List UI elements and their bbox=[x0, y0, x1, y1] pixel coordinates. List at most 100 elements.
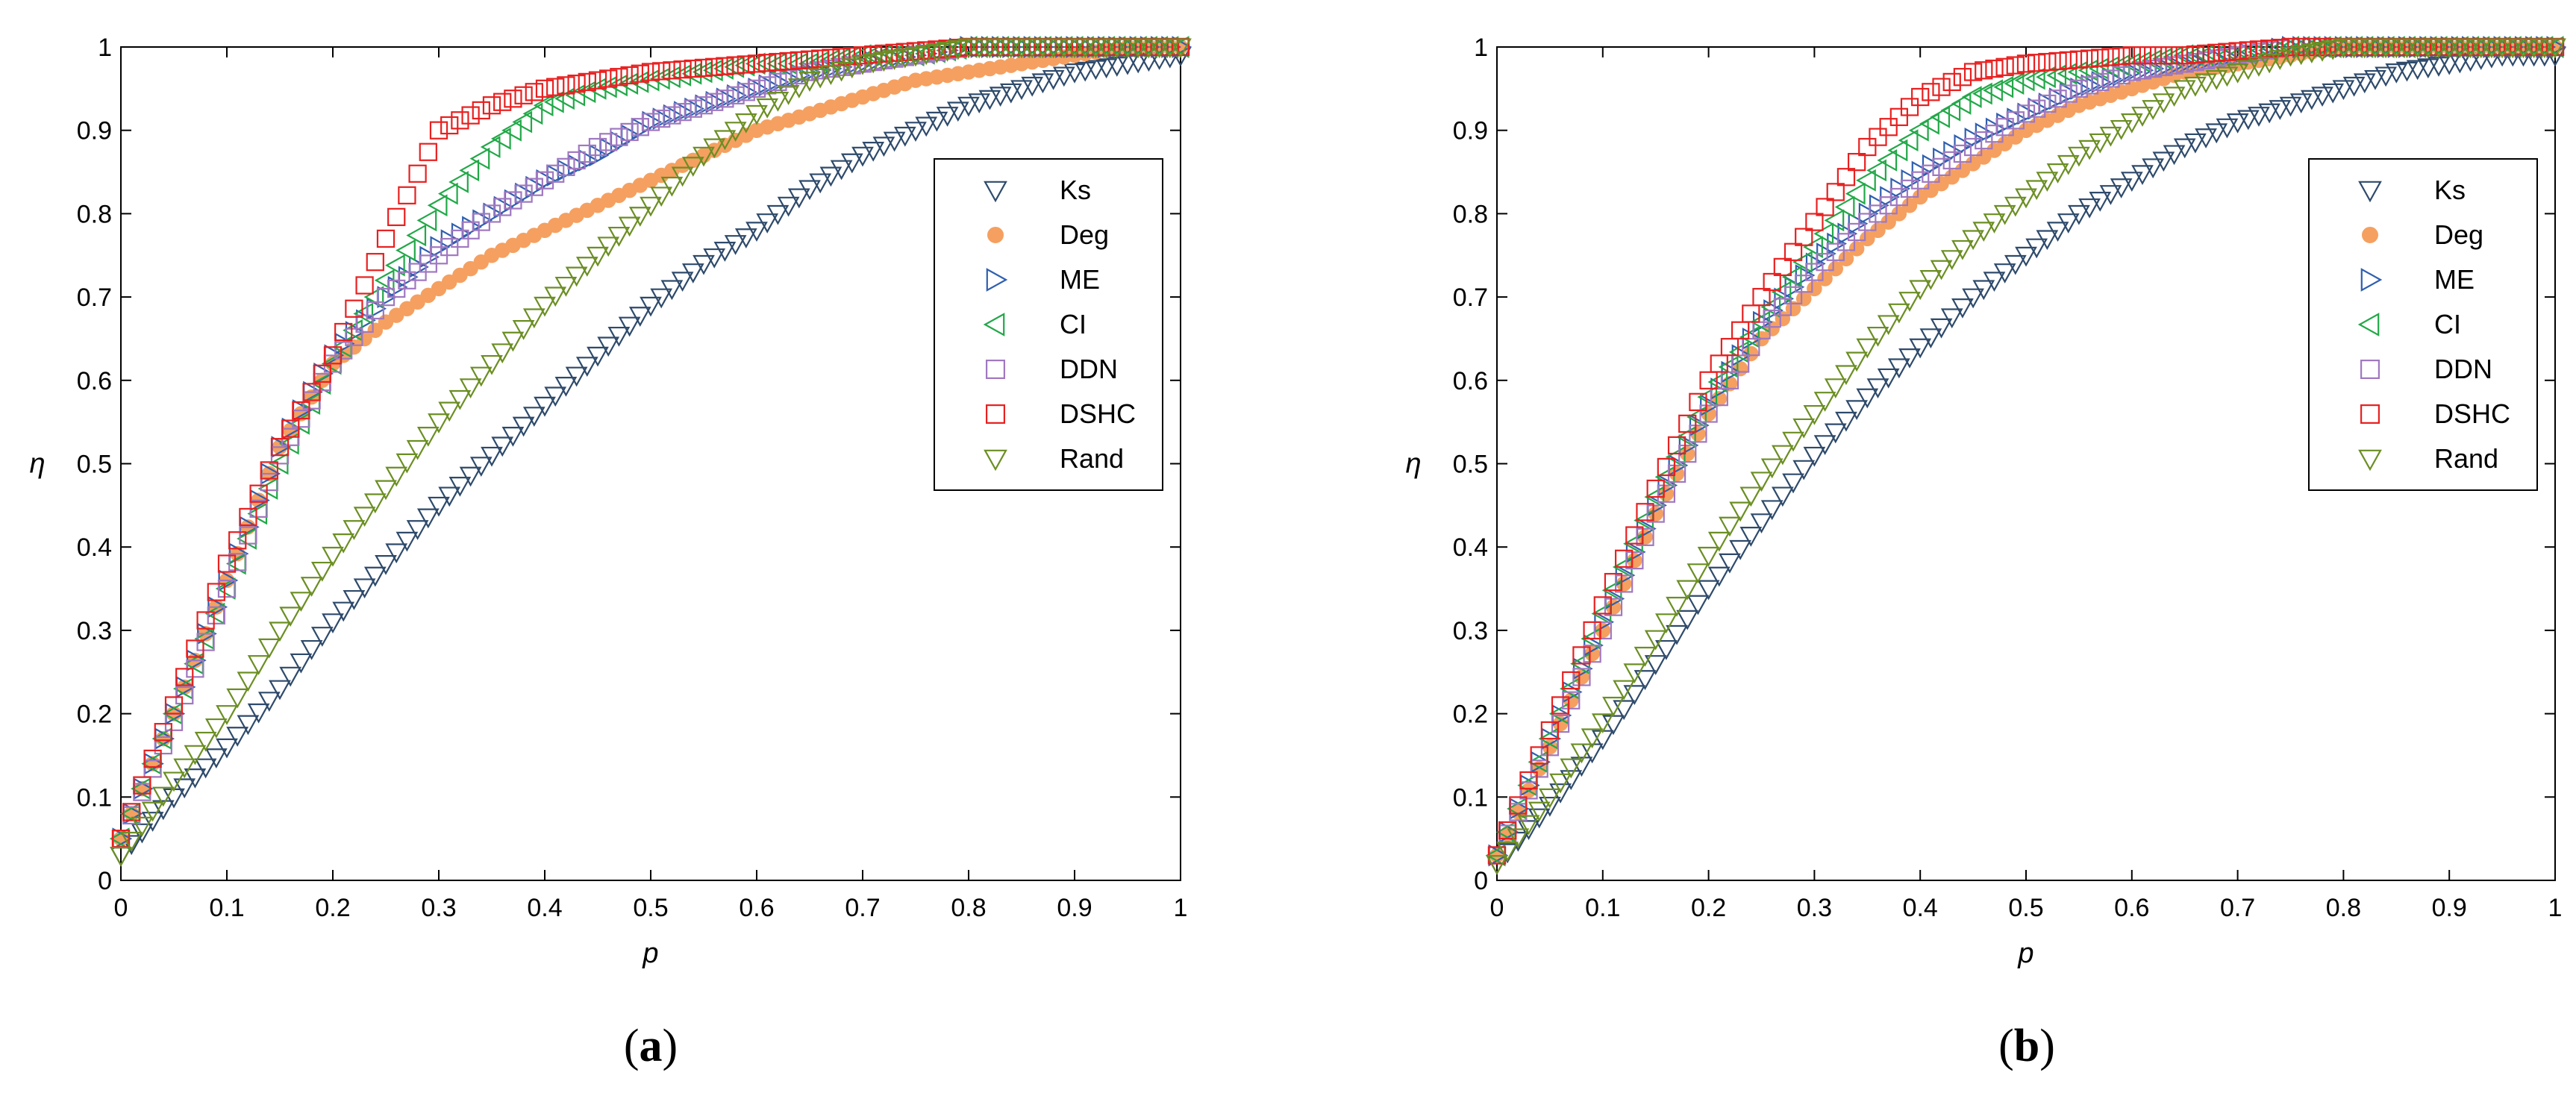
data-point bbox=[840, 153, 863, 174]
data-point bbox=[1728, 340, 1749, 363]
legend-label: Rand bbox=[1060, 443, 1124, 474]
legend-box bbox=[2308, 158, 2538, 491]
data-point bbox=[1782, 431, 1804, 452]
data-point bbox=[1710, 354, 1728, 373]
data-point bbox=[777, 85, 800, 105]
data-point bbox=[791, 109, 807, 125]
data-point bbox=[2080, 76, 2099, 95]
data-point bbox=[334, 322, 353, 342]
data-point bbox=[535, 79, 554, 98]
data-point bbox=[260, 461, 278, 480]
data-point bbox=[2226, 63, 2249, 84]
data-point bbox=[819, 65, 842, 86]
legend-label: Deg bbox=[1060, 219, 1109, 250]
data-point bbox=[1836, 168, 1856, 187]
data-point bbox=[2110, 178, 2133, 198]
data-point bbox=[1593, 596, 1612, 615]
data-point bbox=[1707, 371, 1728, 393]
data-point bbox=[385, 466, 408, 487]
data-point bbox=[493, 93, 512, 111]
data-point bbox=[2165, 46, 2183, 65]
data-point bbox=[726, 86, 745, 104]
legend-label: Ks bbox=[1060, 175, 1091, 205]
data-point bbox=[491, 343, 514, 364]
data-point bbox=[1528, 808, 1551, 829]
data-point bbox=[1572, 668, 1591, 686]
data-point bbox=[546, 78, 565, 96]
data-point bbox=[948, 38, 967, 57]
data-point bbox=[2533, 38, 2556, 59]
data-point bbox=[758, 54, 777, 72]
data-point bbox=[1911, 87, 1930, 107]
x-tick-label: 0.2 bbox=[1691, 894, 1726, 922]
data-point bbox=[893, 48, 916, 69]
data-point bbox=[1836, 233, 1856, 251]
data-point bbox=[631, 118, 649, 137]
data-point bbox=[133, 776, 151, 795]
data-point bbox=[663, 61, 681, 80]
data-point bbox=[1530, 760, 1548, 778]
data-point bbox=[1838, 251, 1854, 266]
data-point bbox=[375, 480, 397, 501]
y-tick-label: 0.5 bbox=[1453, 451, 1488, 479]
data-point bbox=[1816, 253, 1834, 272]
y-tick-label: 0.7 bbox=[77, 284, 112, 312]
legend-marker bbox=[986, 268, 1008, 292]
data-point bbox=[851, 146, 874, 167]
data-point bbox=[355, 314, 374, 333]
data-point bbox=[694, 96, 713, 115]
data-point bbox=[1657, 484, 1676, 503]
x-tick-label: 0.6 bbox=[2114, 894, 2149, 922]
y-tick-label: 0.4 bbox=[77, 533, 112, 562]
data-point bbox=[322, 546, 344, 567]
data-point bbox=[1932, 78, 1951, 96]
data-point bbox=[790, 66, 808, 85]
data-point bbox=[578, 144, 596, 163]
data-point bbox=[2057, 213, 2080, 234]
data-point bbox=[610, 128, 628, 146]
data-point bbox=[1604, 598, 1623, 616]
data-point bbox=[459, 159, 480, 182]
data-point bbox=[2248, 107, 2270, 127]
data-point bbox=[2025, 238, 2048, 259]
data-point bbox=[628, 207, 651, 227]
data-point bbox=[999, 83, 1022, 104]
data-point bbox=[1962, 230, 1984, 251]
data-point bbox=[270, 438, 290, 457]
data-point bbox=[2195, 73, 2217, 94]
panel-caption: (b) bbox=[1998, 1021, 2055, 1071]
data-point bbox=[438, 401, 461, 422]
data-point bbox=[1835, 365, 1857, 386]
data-point bbox=[2154, 57, 2173, 76]
y-axis-label: η bbox=[29, 448, 45, 480]
data-point bbox=[1995, 118, 2014, 137]
data-point bbox=[1985, 125, 2004, 143]
data-point bbox=[1655, 639, 1678, 660]
data-point bbox=[323, 346, 343, 365]
data-point bbox=[567, 74, 586, 93]
data-point bbox=[2184, 133, 2207, 154]
data-point bbox=[2006, 111, 2025, 130]
data-point bbox=[2007, 129, 2024, 145]
data-point bbox=[2016, 54, 2036, 73]
data-point bbox=[968, 93, 991, 113]
data-point bbox=[663, 106, 681, 125]
data-point bbox=[1539, 788, 1561, 809]
data-point bbox=[631, 64, 649, 83]
data-point bbox=[448, 389, 472, 410]
data-point bbox=[2300, 90, 2323, 110]
data-point bbox=[1010, 80, 1033, 101]
data-point bbox=[1021, 76, 1044, 97]
data-point bbox=[862, 142, 885, 162]
data-point bbox=[1623, 663, 1646, 684]
data-point bbox=[1962, 288, 1984, 309]
data-point bbox=[2122, 46, 2141, 65]
data-point bbox=[1860, 231, 1875, 247]
legend-marker bbox=[985, 360, 1005, 380]
data-point bbox=[353, 507, 376, 527]
data-point bbox=[1636, 527, 1654, 546]
data-point bbox=[652, 62, 671, 81]
data-point bbox=[1615, 574, 1634, 593]
legend-label: DSHC bbox=[1060, 398, 1136, 429]
